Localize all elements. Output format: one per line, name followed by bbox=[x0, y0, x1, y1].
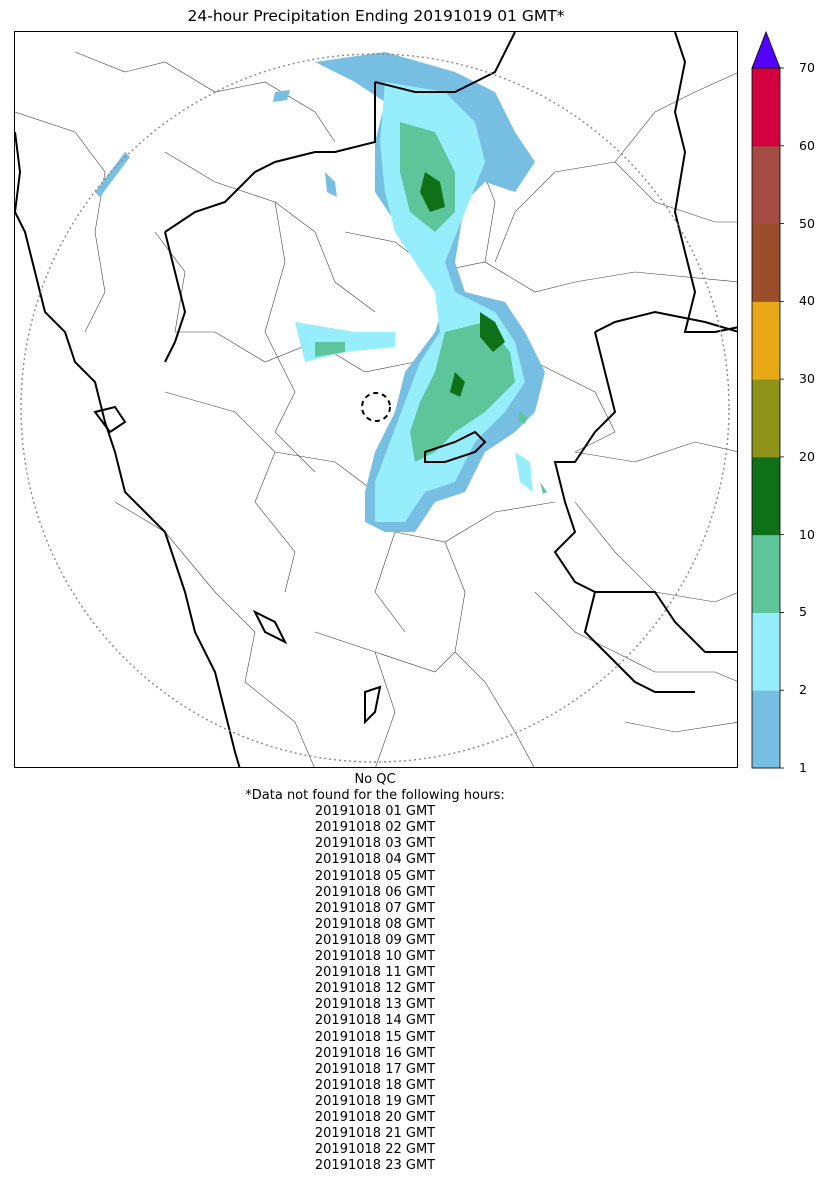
missing-hour-entry: 20191018 08 GMT bbox=[314, 916, 436, 932]
colorbar-tick-label: 20 bbox=[799, 448, 815, 464]
colorbar-bin bbox=[752, 145, 780, 225]
colorbar-tick-label: 10 bbox=[799, 526, 815, 542]
colorbar bbox=[751, 31, 784, 769]
colorbar-overflow-triangle bbox=[751, 31, 781, 69]
missing-hour-entry: 20191018 14 GMT bbox=[314, 1013, 436, 1029]
colorbar-outline bbox=[751, 67, 781, 769]
colorbar-tick-label: 40 bbox=[799, 293, 815, 309]
notes-block: No QC *Data not found for the following … bbox=[0, 772, 750, 1174]
missing-hour-entry: 20191018 06 GMT bbox=[314, 884, 436, 900]
qc-note: No QC bbox=[354, 772, 396, 787]
missing-hour-entry: 20191018 22 GMT bbox=[314, 1142, 436, 1158]
colorbar-tick-label: 50 bbox=[799, 215, 815, 231]
missing-hour-entry: 20191018 23 GMT bbox=[314, 1158, 436, 1174]
missing-hour-entry: 20191018 02 GMT bbox=[314, 820, 436, 836]
missing-hour-entry: 20191018 16 GMT bbox=[314, 1045, 436, 1061]
colorbar-tick-label: 30 bbox=[799, 371, 815, 387]
missing-hour-entry: 20191018 18 GMT bbox=[314, 1077, 436, 1093]
missing-hour-entry: 20191018 20 GMT bbox=[314, 1109, 436, 1125]
colorbar-tick-label: 5 bbox=[799, 604, 807, 620]
missing-hour-entry: 20191018 10 GMT bbox=[314, 949, 436, 965]
precipitation-band bbox=[95, 52, 547, 532]
missing-hour-entry: 20191018 15 GMT bbox=[314, 1029, 436, 1045]
missing-hour-entry: 20191018 19 GMT bbox=[314, 1093, 436, 1109]
colorbar-bin bbox=[752, 301, 780, 380]
colorbar-tick-label: 1 bbox=[799, 760, 807, 775]
colorbar-bin bbox=[752, 223, 780, 302]
colorbar-tick-label: 2 bbox=[799, 682, 807, 698]
colorbar-bin bbox=[752, 379, 780, 458]
missing-hours-list: 20191018 01 GMT 20191018 02 GMT 20191018 0… bbox=[0, 804, 750, 1174]
district-boundaries bbox=[15, 51, 737, 767]
missing-hour-entry: 20191018 04 GMT bbox=[314, 852, 436, 868]
missing-hour-entry: 20191018 01 GMT bbox=[314, 804, 436, 820]
colorbar-bin bbox=[752, 690, 780, 769]
radar-site-marker bbox=[361, 392, 391, 422]
missing-hour-entry: 20191018 17 GMT bbox=[314, 1061, 436, 1077]
colorbar-tick-label: 60 bbox=[799, 137, 815, 153]
colorbar-bin bbox=[752, 68, 780, 147]
missing-hour-entry: 20191018 11 GMT bbox=[314, 965, 436, 981]
radar-range-ring bbox=[20, 53, 730, 763]
missing-hour-entry: 20191018 07 GMT bbox=[314, 900, 436, 916]
colorbar-bin bbox=[752, 612, 780, 691]
state-boundaries bbox=[15, 32, 737, 767]
missing-hour-entry: 20191018 13 GMT bbox=[314, 997, 436, 1013]
missing-hour-entry: 20191018 12 GMT bbox=[314, 981, 436, 997]
missing-hour-entry: 20191018 21 GMT bbox=[314, 1126, 436, 1142]
missing-hour-entry: 20191018 03 GMT bbox=[314, 836, 436, 852]
map-canvas bbox=[15, 32, 737, 767]
missing-hour-entry: 20191018 05 GMT bbox=[314, 868, 436, 884]
missing-hour-entry: 20191018 09 GMT bbox=[314, 932, 436, 948]
missing-data-header: *Data not found for the following hours: bbox=[245, 788, 505, 804]
colorbar-tick-label: 70 bbox=[799, 60, 815, 75]
colorbar-bin bbox=[752, 534, 780, 613]
map-title: 24-hour Precipitation Ending 20191019 01… bbox=[187, 7, 565, 25]
radar-map bbox=[14, 31, 738, 768]
colorbar-bin bbox=[752, 456, 780, 536]
